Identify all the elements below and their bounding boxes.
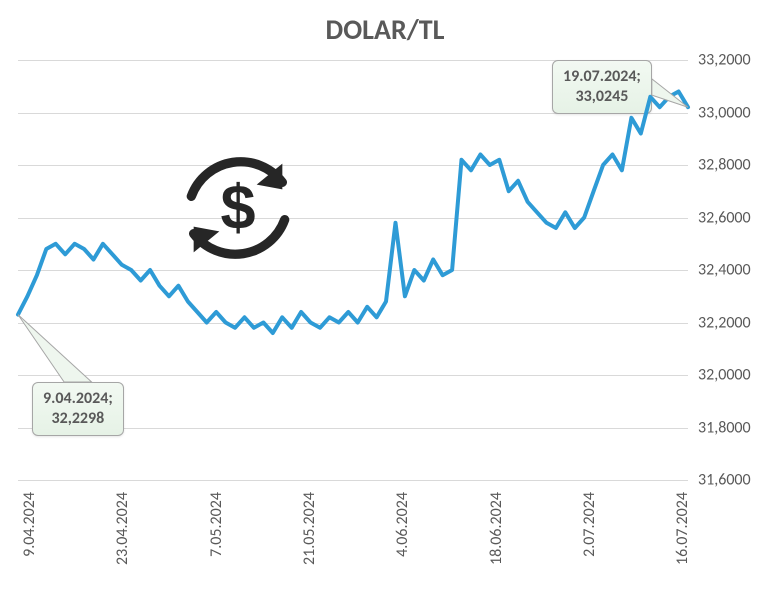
chart-container: DOLAR/TL 31,600031,800032,000032,200032,…	[0, 0, 770, 602]
series-line	[18, 92, 688, 334]
chart-svg	[0, 0, 770, 602]
callout-pointer	[18, 315, 92, 382]
